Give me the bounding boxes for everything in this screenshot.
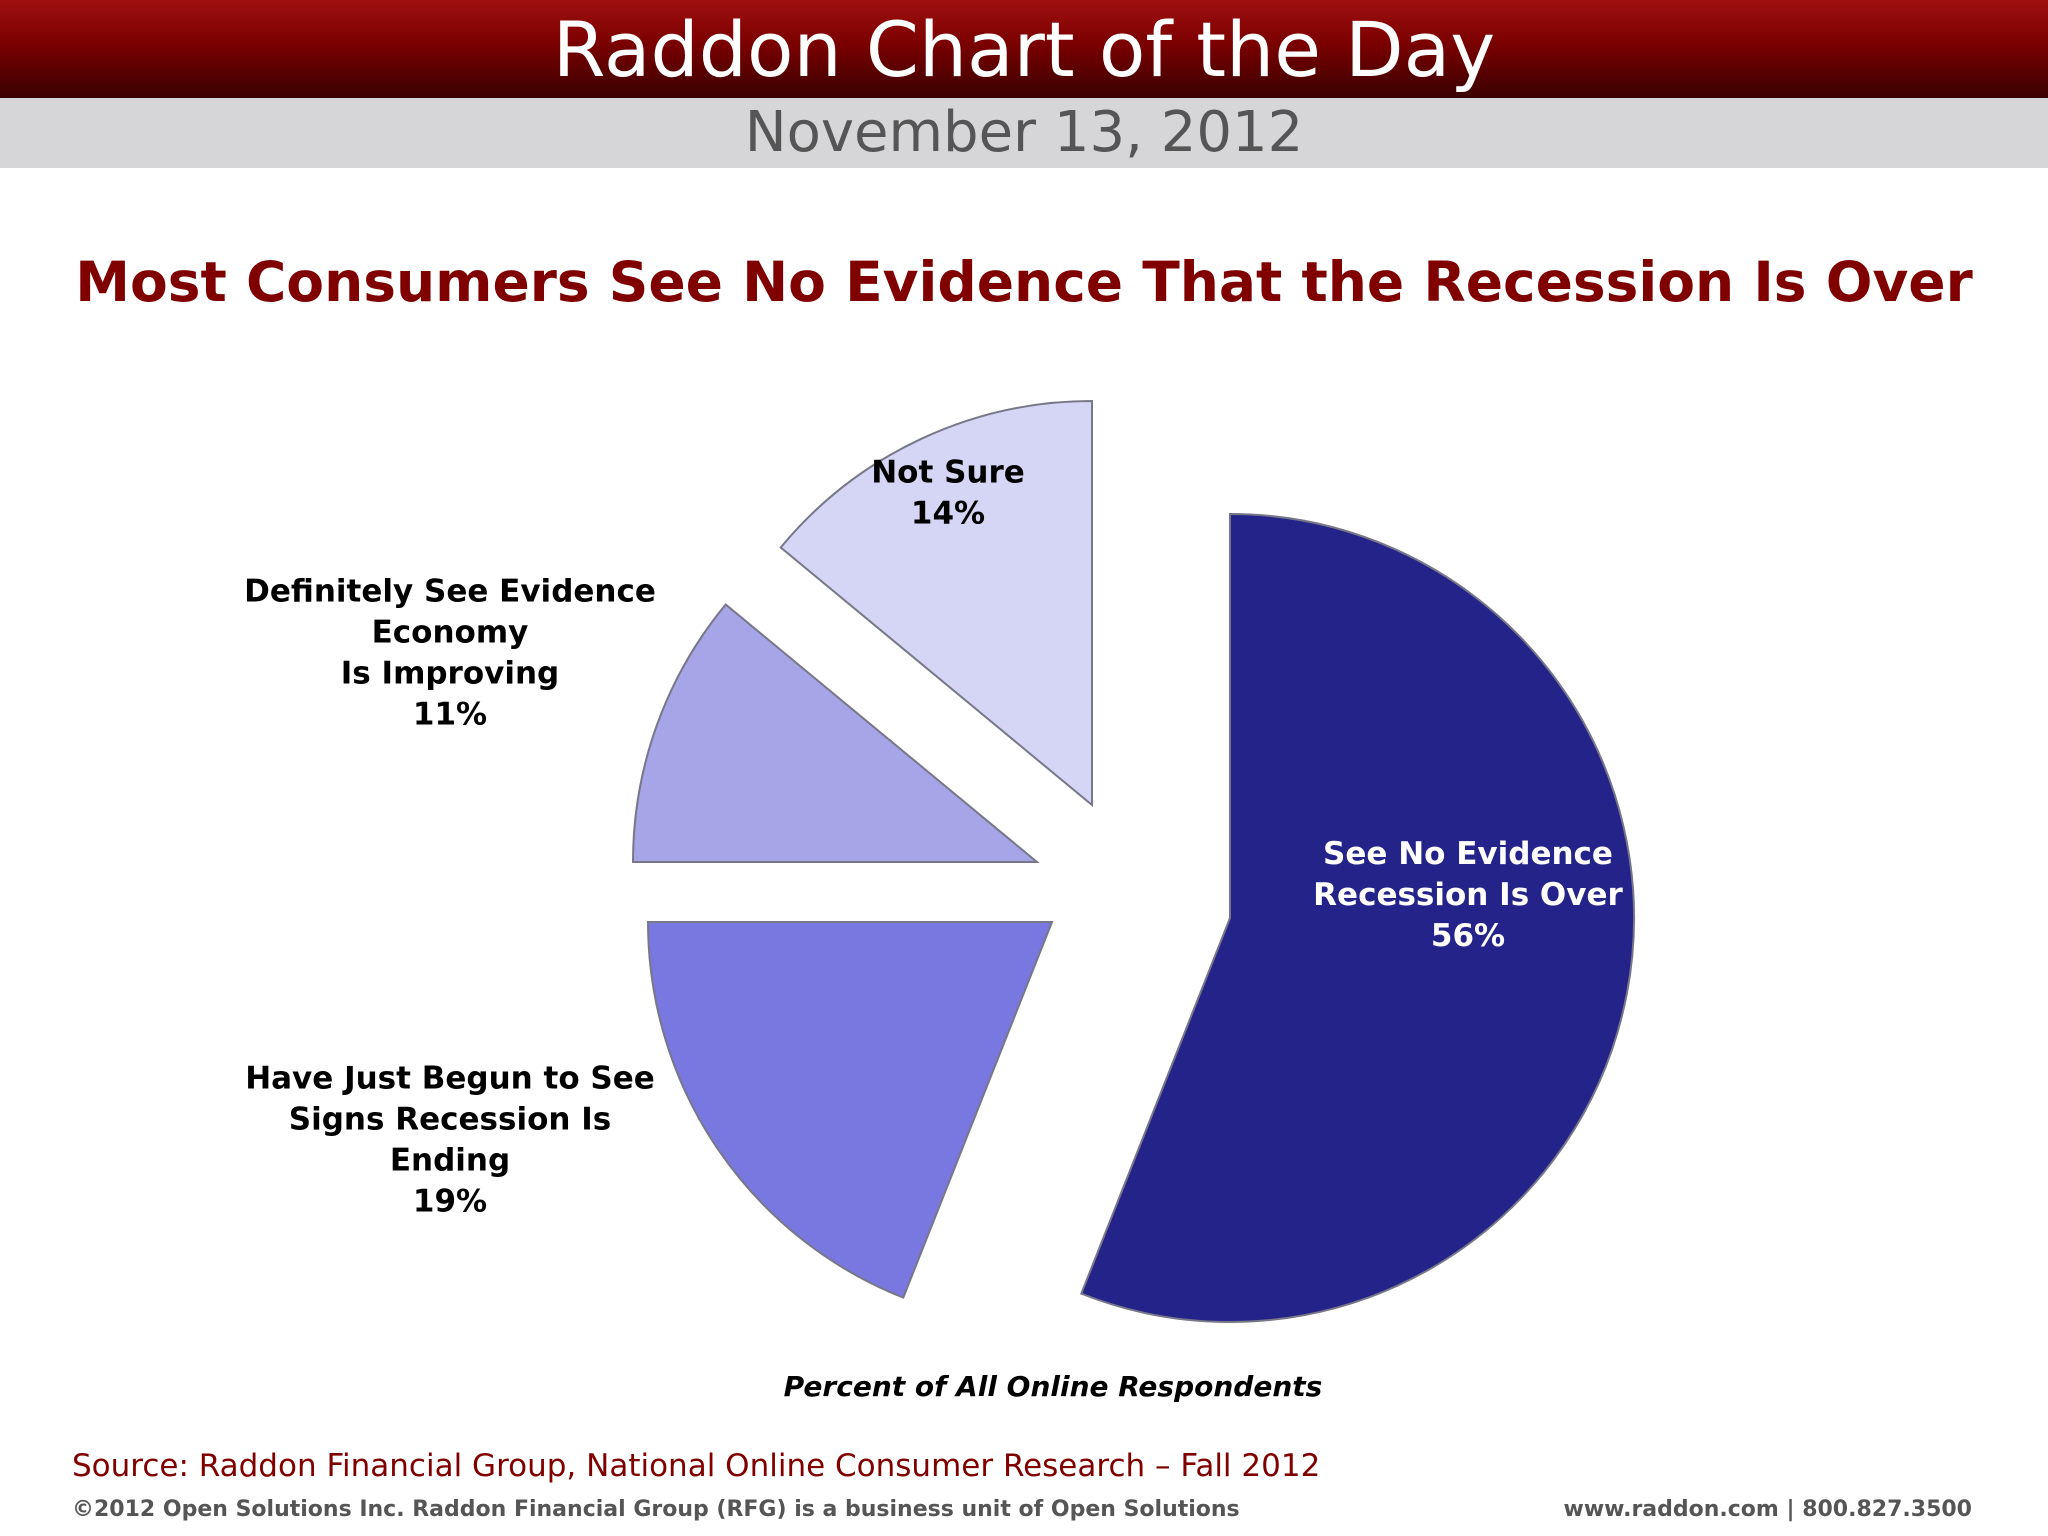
page-date: November 13, 2012 xyxy=(744,100,1304,165)
pie-slice xyxy=(631,603,1040,863)
header-bar xyxy=(0,0,2048,98)
chart-subtitle: Percent of All Online Respondents xyxy=(783,1370,1323,1403)
slice-category-label: Definitely See Evidence xyxy=(244,574,656,610)
slice-category-label: Is Improving xyxy=(341,656,559,692)
slice-value-label: 11% xyxy=(413,697,487,733)
slice-label: Definitely See Evidence Economy Is Improvi… xyxy=(244,574,656,733)
pie-slice xyxy=(646,921,1054,1299)
date-bar xyxy=(0,98,2048,168)
slice-category-label: Recession Is Over xyxy=(1313,877,1623,913)
pie-slice xyxy=(1079,512,1636,1323)
contact-info: www.raddon.com | 800.827.3500 xyxy=(1563,1497,1972,1522)
slice-category-label: See No Evidence xyxy=(1323,836,1613,872)
slice-label: Have Just Begun to See Signs Recession Is… xyxy=(245,1061,655,1220)
copyright-note: ©2012 Open Solutions Inc. Raddon Financi… xyxy=(72,1497,1240,1522)
slice-value-label: 19% xyxy=(413,1184,487,1220)
chart-title: Most Consumers See No Evidence That the … xyxy=(75,250,1973,314)
slice-category-label: Not Sure xyxy=(871,455,1025,491)
slice-label: See No Evidence Recession Is Over 56% xyxy=(1313,836,1623,954)
slice-category-label: Signs Recession Is xyxy=(289,1102,611,1138)
slice-category-label: Have Just Begun to See xyxy=(245,1061,655,1097)
slice-value-label: 56% xyxy=(1431,918,1505,954)
page-title: Raddon Chart of the Day xyxy=(552,5,1496,94)
slice-category-label: Ending xyxy=(390,1143,510,1179)
source-note: Source: Raddon Financial Group, National… xyxy=(72,1448,1321,1484)
slice-label: Not Sure 14% xyxy=(871,455,1025,532)
pie-slice xyxy=(779,399,1093,808)
slice-value-label: 14% xyxy=(911,496,985,532)
slice-category-label: Economy xyxy=(372,615,529,651)
